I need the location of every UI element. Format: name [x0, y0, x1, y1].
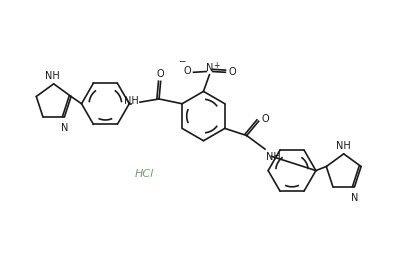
Text: O: O — [261, 114, 269, 124]
Text: N: N — [206, 63, 213, 73]
Text: HCl: HCl — [134, 169, 154, 179]
Text: NH: NH — [124, 95, 138, 105]
Text: NH: NH — [266, 152, 280, 162]
Text: O: O — [157, 69, 164, 79]
Text: NH: NH — [336, 141, 350, 151]
Text: N: N — [351, 193, 358, 202]
Text: O: O — [228, 67, 236, 77]
Text: +: + — [213, 61, 220, 70]
Text: NH: NH — [45, 71, 59, 81]
Text: O: O — [183, 66, 191, 76]
Text: N: N — [61, 123, 68, 133]
Text: −: − — [178, 57, 186, 66]
